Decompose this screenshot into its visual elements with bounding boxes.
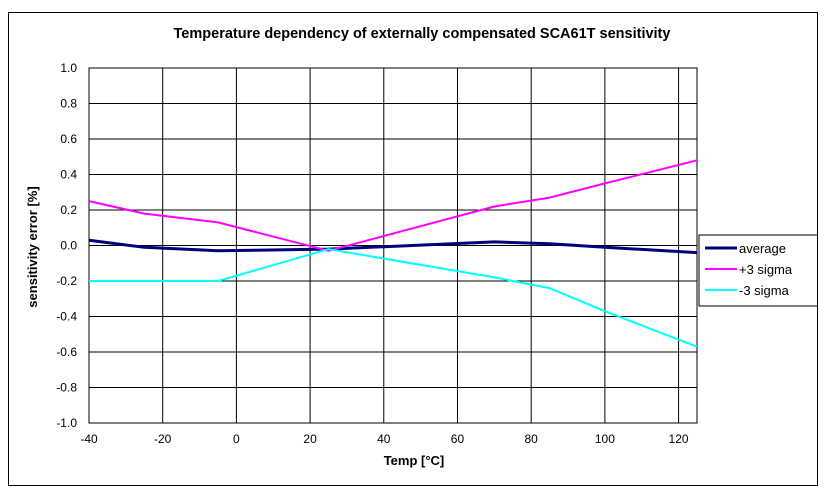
chart-frame: Temperature dependency of externally com… — [8, 12, 818, 486]
x-tick-label: 0 — [233, 432, 240, 446]
y-tick-label: -1.0 — [56, 416, 77, 430]
legend-label-plus-3-sigma: +3 sigma — [739, 262, 793, 277]
y-tick-label: 0.8 — [60, 97, 77, 111]
x-tick-label: 100 — [595, 432, 615, 446]
y-axis-label: sensitivity error [%] — [25, 186, 40, 307]
chart-title: Temperature dependency of externally com… — [174, 26, 671, 42]
x-tick-label: -20 — [154, 432, 172, 446]
y-tick-label: 0.6 — [60, 132, 77, 146]
y-tick-label: -0.8 — [56, 381, 77, 395]
series-line-plus-3-sigma — [88, 159, 698, 252]
y-tick-label: 0.0 — [60, 239, 77, 253]
y-tick-label: -0.4 — [56, 310, 77, 324]
x-tick-label: 20 — [303, 432, 317, 446]
plot-border — [88, 67, 698, 424]
x-tick-label: 80 — [525, 432, 539, 446]
y-tick-label: -0.2 — [56, 274, 77, 288]
legend-label-average: average — [739, 241, 786, 256]
y-tick-label: -0.6 — [56, 345, 77, 359]
chart-svg: Temperature dependency of externally com… — [25, 26, 817, 468]
x-tick-label: 40 — [377, 432, 391, 446]
x-tick-label: -40 — [80, 432, 98, 446]
y-tick-label: 0.4 — [60, 168, 77, 182]
plot-area: 1.0 0.8 0.6 0.4 0.2 0.0 -0.2 -0.4 -0.6 -0.8 -1.0-4… — [56, 61, 698, 446]
series-line-average — [88, 238, 698, 255]
legend-label-minus-3-sigma: -3 sigma — [739, 283, 790, 298]
legend: average +3 sigma -3 sigma — [698, 234, 817, 307]
x-tick-label: 60 — [451, 432, 465, 446]
x-tick-label: 120 — [669, 432, 689, 446]
series-line-minus-3-sigma — [89, 248, 698, 348]
y-tick-label: 0.2 — [60, 203, 77, 217]
x-axis-label: Temp [°C] — [384, 453, 445, 468]
y-tick-label: 1.0 — [60, 61, 77, 75]
